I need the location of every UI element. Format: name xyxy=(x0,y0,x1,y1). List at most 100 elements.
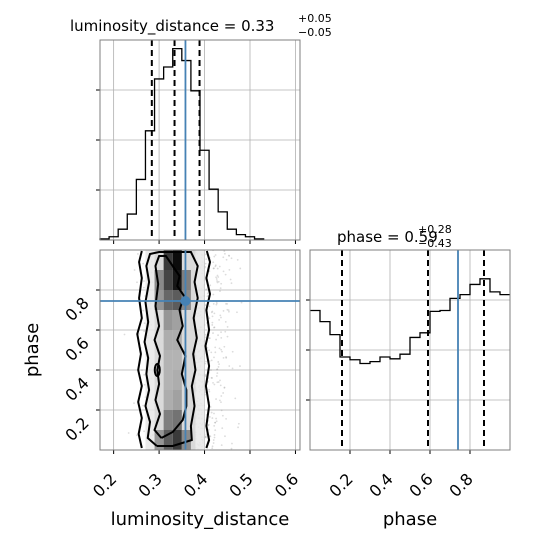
joint-scatter-point xyxy=(225,302,227,305)
joint-scatter-point xyxy=(136,434,138,437)
joint-scatter-point xyxy=(211,321,214,324)
joint-scatter-point xyxy=(226,303,229,305)
joint-scatter-point xyxy=(236,258,239,261)
joint-scatter-point xyxy=(215,398,217,400)
joint-scatter-point xyxy=(209,284,212,287)
joint-density-cell-0 xyxy=(172,250,182,270)
joint-contour-middle xyxy=(143,251,199,447)
joint-scatter-point xyxy=(216,281,219,284)
joint-scatter-point xyxy=(224,330,227,333)
joint-scatter-point xyxy=(215,338,217,341)
joint-scatter-point xyxy=(231,350,234,353)
joint-scatter-point xyxy=(211,447,214,450)
joint-scatter-point xyxy=(214,351,217,354)
joint-scatter-point xyxy=(236,311,238,314)
joint-scatter-point xyxy=(216,372,219,375)
joint-scatter-point xyxy=(204,362,207,365)
joint-scatter-point xyxy=(213,434,216,436)
joint-scatter-point xyxy=(224,435,226,438)
joint-scatter-point xyxy=(205,360,207,363)
joint-scatter-point xyxy=(204,436,207,439)
joint-scatter-point xyxy=(143,373,146,376)
joint-scatter-point xyxy=(234,397,237,400)
joint-scatter-point xyxy=(225,356,227,358)
dist-histogram-step xyxy=(99,47,265,240)
joint-scatter-point xyxy=(142,309,145,312)
joint-xtick-label-3: 0.5 xyxy=(225,469,256,500)
joint-scatter-point xyxy=(217,276,220,278)
joint-xtick-label-4: 0.6 xyxy=(271,469,302,500)
joint-scatter-point xyxy=(208,337,211,340)
joint-scatter-point xyxy=(215,375,218,377)
joint-scatter-point xyxy=(220,409,223,412)
joint-scatter-point xyxy=(211,445,214,448)
luminosity-distance-title-minus: −0.05 xyxy=(298,26,332,39)
joint-scatter-point xyxy=(204,375,207,378)
phase-marginal-frame xyxy=(309,249,511,451)
joint-scatter-point xyxy=(142,404,145,407)
joint-scatter-point xyxy=(212,302,215,305)
joint-density-cell-19 xyxy=(172,390,182,410)
joint-scatter-point xyxy=(218,363,220,366)
joint-scatter-point xyxy=(207,337,210,339)
joint-scatter-point xyxy=(231,367,234,370)
joint-scatter-point xyxy=(221,350,223,353)
joint-contour-island-0 xyxy=(153,363,161,377)
joint-scatter-point xyxy=(207,424,210,427)
joint-density-panel: 0.2 0.3 0.4 0.5 0.6 0.2 0.4 0.6 0.8 xyxy=(61,249,302,501)
phase-histogram-step xyxy=(310,278,510,365)
joint-scatter-point xyxy=(211,377,213,379)
joint-density-cell-3 xyxy=(163,270,173,290)
joint-scatter-point xyxy=(220,336,223,339)
joint-scatter-point xyxy=(219,287,222,290)
joint-scatter-point xyxy=(205,253,207,256)
joint-scatter-point xyxy=(142,286,145,289)
joint-scatter-point xyxy=(219,399,221,402)
joint-density-cell-2 xyxy=(172,270,182,290)
x-axis-label-phase: phase xyxy=(383,509,437,530)
joint-scatter-point xyxy=(237,426,239,429)
joint-density-cell-8 xyxy=(154,290,164,310)
joint-scatter-point xyxy=(216,274,219,277)
joint-scatter-point xyxy=(229,278,232,281)
joint-scatter-point xyxy=(219,379,221,382)
joint-scatter-point xyxy=(210,359,213,362)
joint-scatter-point xyxy=(230,257,233,260)
phase-right-xtick-label-2: 0.6 xyxy=(405,469,436,500)
joint-scatter-point xyxy=(204,262,207,265)
joint-scatter-point xyxy=(204,435,207,438)
joint-scatter-point xyxy=(216,381,219,384)
joint-scatter-point xyxy=(220,348,223,351)
joint-scatter-point xyxy=(123,333,126,336)
joint-scatter-point xyxy=(142,262,145,265)
joint-scatter-point xyxy=(213,267,215,270)
joint-scatter-point xyxy=(228,365,231,367)
joint-scatter-point xyxy=(218,347,221,350)
joint-scatter-point xyxy=(208,390,211,393)
joint-scatter-point xyxy=(216,267,219,270)
joint-scatter-point xyxy=(133,269,136,271)
phase-marginal-panel: 0.2 0.4 0.6 0.8 phase = 0.59 +0.28 −0.43 xyxy=(306,223,511,501)
joint-scatter-point xyxy=(127,432,130,434)
joint-scatter-point xyxy=(220,316,222,319)
joint-scatter-point xyxy=(205,258,208,261)
joint-scatter-point xyxy=(211,310,214,313)
joint-ytick-label-3: 0.8 xyxy=(61,293,92,324)
joint-scatter-point xyxy=(208,416,211,418)
joint-scatter-point xyxy=(221,427,224,430)
joint-scatter-point xyxy=(215,278,218,280)
joint-scatter-point xyxy=(231,442,233,445)
joint-scatter-point xyxy=(213,326,216,329)
phase-title-plus: +0.28 xyxy=(418,223,452,236)
joint-density-cell-16 xyxy=(163,370,173,390)
joint-scatter-point xyxy=(219,290,221,292)
joint-scatter-point xyxy=(217,366,220,368)
joint-scatter-point xyxy=(213,436,216,439)
joint-density-cell-23 xyxy=(163,430,173,450)
joint-scatter-point xyxy=(210,369,212,371)
joint-scatter-point xyxy=(204,266,207,268)
joint-scatter-point xyxy=(204,436,207,438)
luminosity-distance-title-plus: +0.05 xyxy=(298,12,332,25)
joint-scatter-point xyxy=(226,326,229,328)
